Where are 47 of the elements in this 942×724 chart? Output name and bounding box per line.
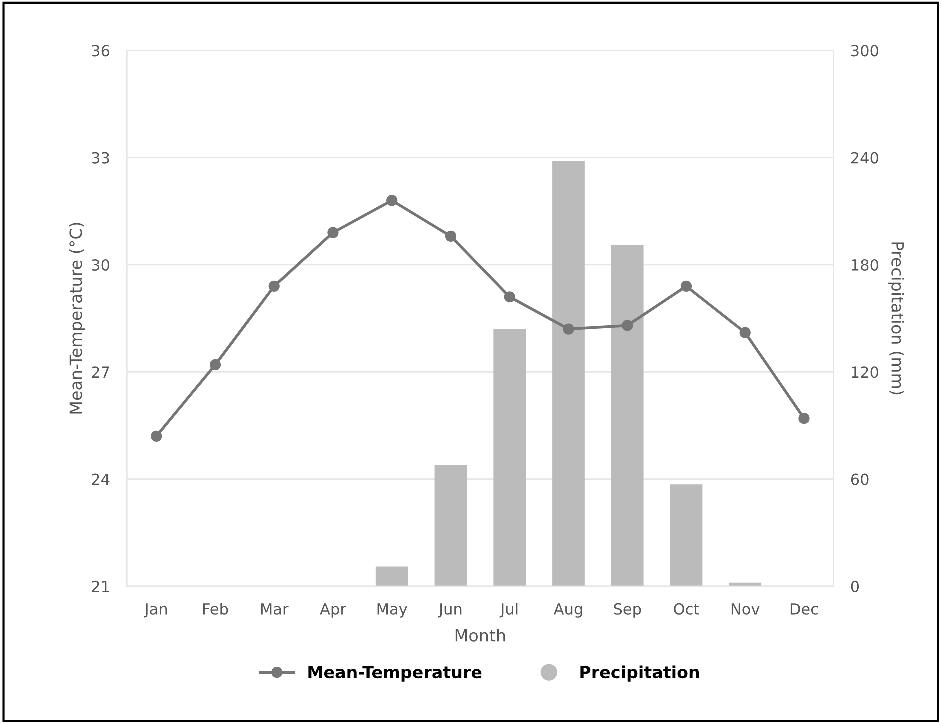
bar xyxy=(552,161,585,586)
y2-tick-label: 120 xyxy=(852,366,878,378)
x-tick-label: Apr xyxy=(320,604,346,618)
point xyxy=(798,413,810,424)
y2-tick-label: 60 xyxy=(851,474,869,486)
x-tick-label: May xyxy=(378,604,408,618)
point xyxy=(680,280,692,292)
x-tick-label: Oct xyxy=(674,603,700,615)
y2-axis-title: Precipitation (mm) xyxy=(888,242,904,395)
x-tick-label: Jul xyxy=(500,603,518,618)
x-tick-label: Jan xyxy=(144,604,168,618)
y-axis-title: Mean-Temperature (°C) xyxy=(69,223,86,414)
bar xyxy=(376,566,408,586)
legend-label: Mean-Temperature xyxy=(308,666,482,682)
x-tick-label: Mar xyxy=(261,604,289,615)
x-tick-label: Jun xyxy=(438,604,462,618)
point xyxy=(563,324,574,335)
point xyxy=(622,320,634,332)
y-tick-label: 30 xyxy=(92,259,110,272)
bar xyxy=(494,329,526,586)
y-tick-label: 33 xyxy=(92,152,110,164)
y-tick-label: 24 xyxy=(92,474,110,486)
point xyxy=(151,430,162,442)
point xyxy=(210,359,222,371)
x-tick-label: Nov xyxy=(732,604,760,615)
y2-tick-label: 180 xyxy=(852,259,878,272)
legend-label: Precipitation xyxy=(580,666,700,682)
x-tick-label: Dec xyxy=(790,604,818,615)
x-tick-label: Aug xyxy=(554,604,582,618)
bar xyxy=(434,465,468,586)
y2-tick-label: 0 xyxy=(851,580,860,592)
point xyxy=(740,327,751,338)
y2-tick-label: 300 xyxy=(852,45,878,57)
point xyxy=(268,280,280,292)
bar xyxy=(670,484,703,586)
point xyxy=(504,292,516,303)
point xyxy=(328,227,339,238)
bar xyxy=(611,245,644,586)
point xyxy=(445,230,457,242)
x-tick-label: Sep xyxy=(614,603,642,618)
y-tick-label: 36 xyxy=(92,45,110,57)
x-tick-label: Feb xyxy=(203,603,228,615)
y-tick-label: 21 xyxy=(92,580,110,592)
point xyxy=(386,195,398,206)
x-axis-title: Month xyxy=(456,629,506,642)
y-tick-label: 27 xyxy=(92,366,110,378)
y2-tick-label: 240 xyxy=(851,152,878,164)
